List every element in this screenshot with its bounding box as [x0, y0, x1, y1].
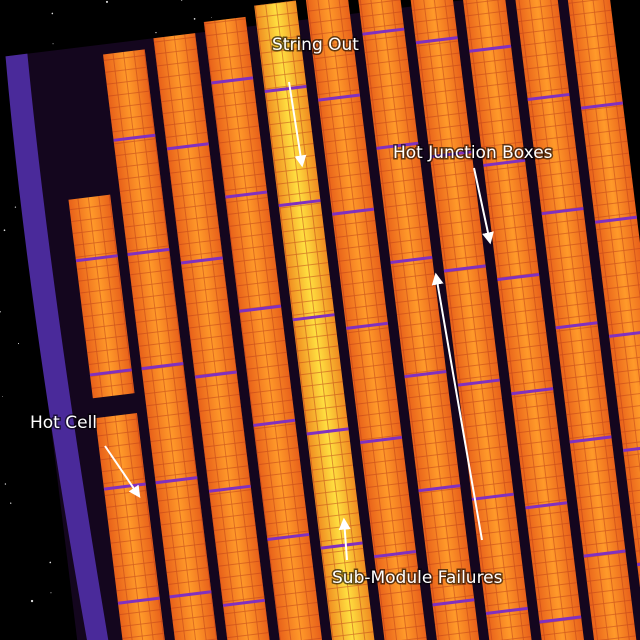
module-gap: [483, 158, 526, 167]
label: Sub-Module Failures: [332, 568, 503, 588]
module-gap: [267, 532, 310, 542]
star: [211, 17, 212, 18]
module-gap: [253, 418, 296, 427]
arrow: [473, 167, 494, 245]
module-gap: [127, 247, 170, 256]
module-gap: [457, 378, 500, 387]
cell-grid: [203, 16, 333, 640]
module-gap: [418, 484, 461, 493]
cell-grid: [254, 0, 384, 640]
module-gap: [471, 492, 514, 501]
star: [105, 0, 109, 3]
module-gap: [113, 133, 156, 142]
cell-grid: [153, 33, 281, 640]
module-gap: [225, 190, 268, 199]
module-gap: [580, 101, 623, 110]
arrow: [338, 517, 351, 561]
module-gap: [360, 435, 403, 444]
star: [49, 561, 52, 564]
cell-grid: [304, 0, 436, 640]
star: [0, 311, 1, 313]
cell-grid: [68, 194, 178, 640]
cell-grid: [354, 0, 487, 640]
module-gap: [194, 370, 237, 379]
module-gap: [376, 141, 419, 150]
module-gap: [555, 321, 598, 330]
module-gap: [583, 549, 626, 558]
module-gap: [346, 321, 389, 330]
star: [1, 396, 3, 397]
star: [14, 206, 17, 208]
module-gap: [306, 427, 349, 436]
star: [50, 592, 52, 594]
arrow: [104, 445, 141, 498]
module-gap: [75, 254, 118, 263]
module-gap: [511, 387, 554, 396]
star: [51, 12, 54, 15]
module-gap: [539, 615, 582, 624]
module-gap: [594, 215, 638, 224]
cell-grid: [556, 0, 640, 640]
strips: [68, 0, 640, 640]
star: [4, 483, 7, 485]
module-gap: [332, 207, 375, 216]
module-gap: [415, 36, 458, 45]
cell-grid: [103, 49, 229, 640]
module-gap: [443, 264, 486, 273]
module-gap: [264, 84, 307, 94]
cell-grid: [506, 0, 640, 640]
module-gap: [525, 501, 568, 510]
module-gap: [429, 150, 472, 159]
module-gap: [278, 199, 321, 208]
label: Hot Cell: [30, 413, 97, 433]
star: [52, 43, 54, 45]
module-gap: [497, 272, 540, 282]
label: Hot Junction Boxes: [393, 143, 553, 163]
star: [180, 0, 183, 1]
module-gap: [155, 476, 198, 485]
star: [10, 502, 12, 504]
module-gap: [141, 361, 184, 371]
star: [30, 599, 34, 603]
module-gap: [318, 93, 361, 102]
module-gap: [527, 92, 570, 102]
module-gap: [569, 435, 612, 444]
module-gap: [180, 256, 223, 265]
gap: [87, 392, 142, 419]
module-gap: [117, 596, 160, 605]
star: [17, 343, 20, 345]
module-gap: [89, 368, 132, 377]
module-gap: [169, 590, 212, 599]
edge-band: [5, 53, 124, 640]
module-gap: [362, 27, 405, 36]
module-gap: [469, 44, 512, 53]
star: [3, 229, 6, 232]
module-gap: [292, 313, 335, 322]
star: [193, 18, 196, 20]
module-gap: [211, 76, 254, 85]
star: [155, 32, 157, 34]
arrow: [431, 272, 483, 541]
module-gap: [432, 598, 475, 607]
module-gap: [222, 598, 265, 607]
module-gap: [541, 207, 584, 216]
module-gap: [103, 482, 146, 491]
module-gap: [390, 255, 433, 264]
module-gap: [166, 142, 209, 151]
module-gap: [485, 606, 528, 615]
cell-grid: [405, 0, 539, 640]
arrow: [288, 81, 307, 168]
module-gap: [608, 329, 640, 338]
module-gap: [239, 304, 282, 313]
module-gap: [320, 541, 363, 550]
label: String Out: [272, 35, 359, 55]
module-gap: [404, 370, 447, 379]
module-gap: [374, 550, 417, 559]
module-gap: [622, 443, 640, 453]
module-gap: [208, 484, 251, 493]
